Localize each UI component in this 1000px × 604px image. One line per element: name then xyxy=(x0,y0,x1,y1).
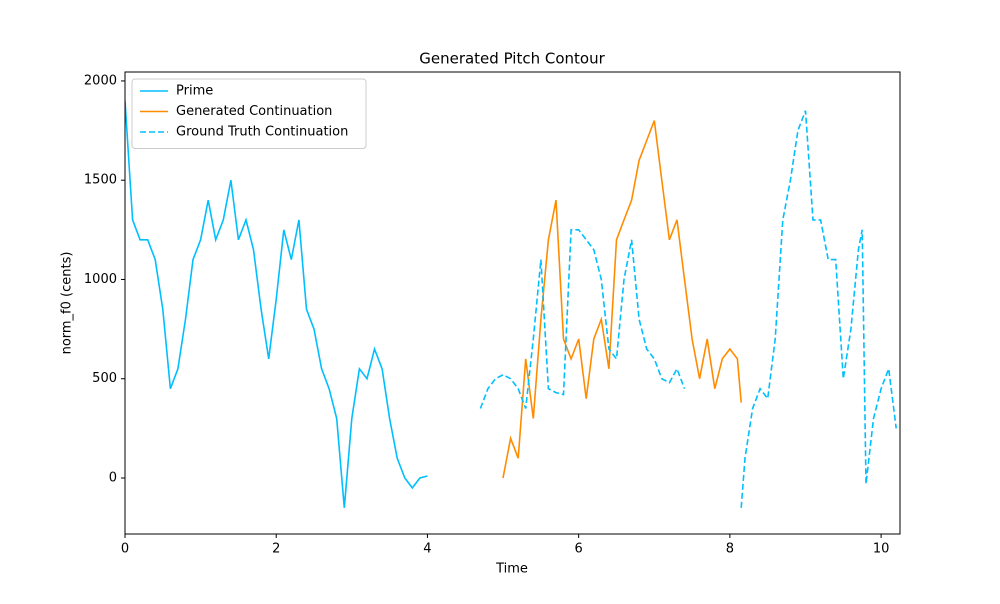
legend-box xyxy=(131,78,367,149)
legend-label: Prime xyxy=(176,84,213,99)
x-tick-label: 2 xyxy=(272,542,280,557)
plot-frame xyxy=(124,71,901,535)
series-line xyxy=(502,120,742,479)
y-tick-label: 1000 xyxy=(84,272,117,287)
y-tick-label: 0 xyxy=(109,471,117,486)
x-tick-label: 6 xyxy=(575,542,583,557)
y-axis-label: norm_f0 (cents) xyxy=(60,252,75,355)
chart-title: Generated Pitch Contour xyxy=(419,50,605,68)
legend-label: Ground Truth Continuation xyxy=(176,125,348,140)
series-line xyxy=(125,100,428,508)
x-tick-label: 10 xyxy=(873,542,890,557)
y-tick-label: 2000 xyxy=(84,73,117,88)
legend-label: Generated Continuation xyxy=(176,104,332,119)
x-tick-label: 8 xyxy=(726,542,734,557)
y-tick-label: 500 xyxy=(92,371,117,386)
plot-area xyxy=(125,100,897,508)
y-tick-label: 1500 xyxy=(84,173,117,188)
x-axis-label: Time xyxy=(495,562,528,577)
series-line xyxy=(479,110,897,508)
x-tick-label: 0 xyxy=(121,542,129,557)
x-tick-label: 4 xyxy=(423,542,431,557)
